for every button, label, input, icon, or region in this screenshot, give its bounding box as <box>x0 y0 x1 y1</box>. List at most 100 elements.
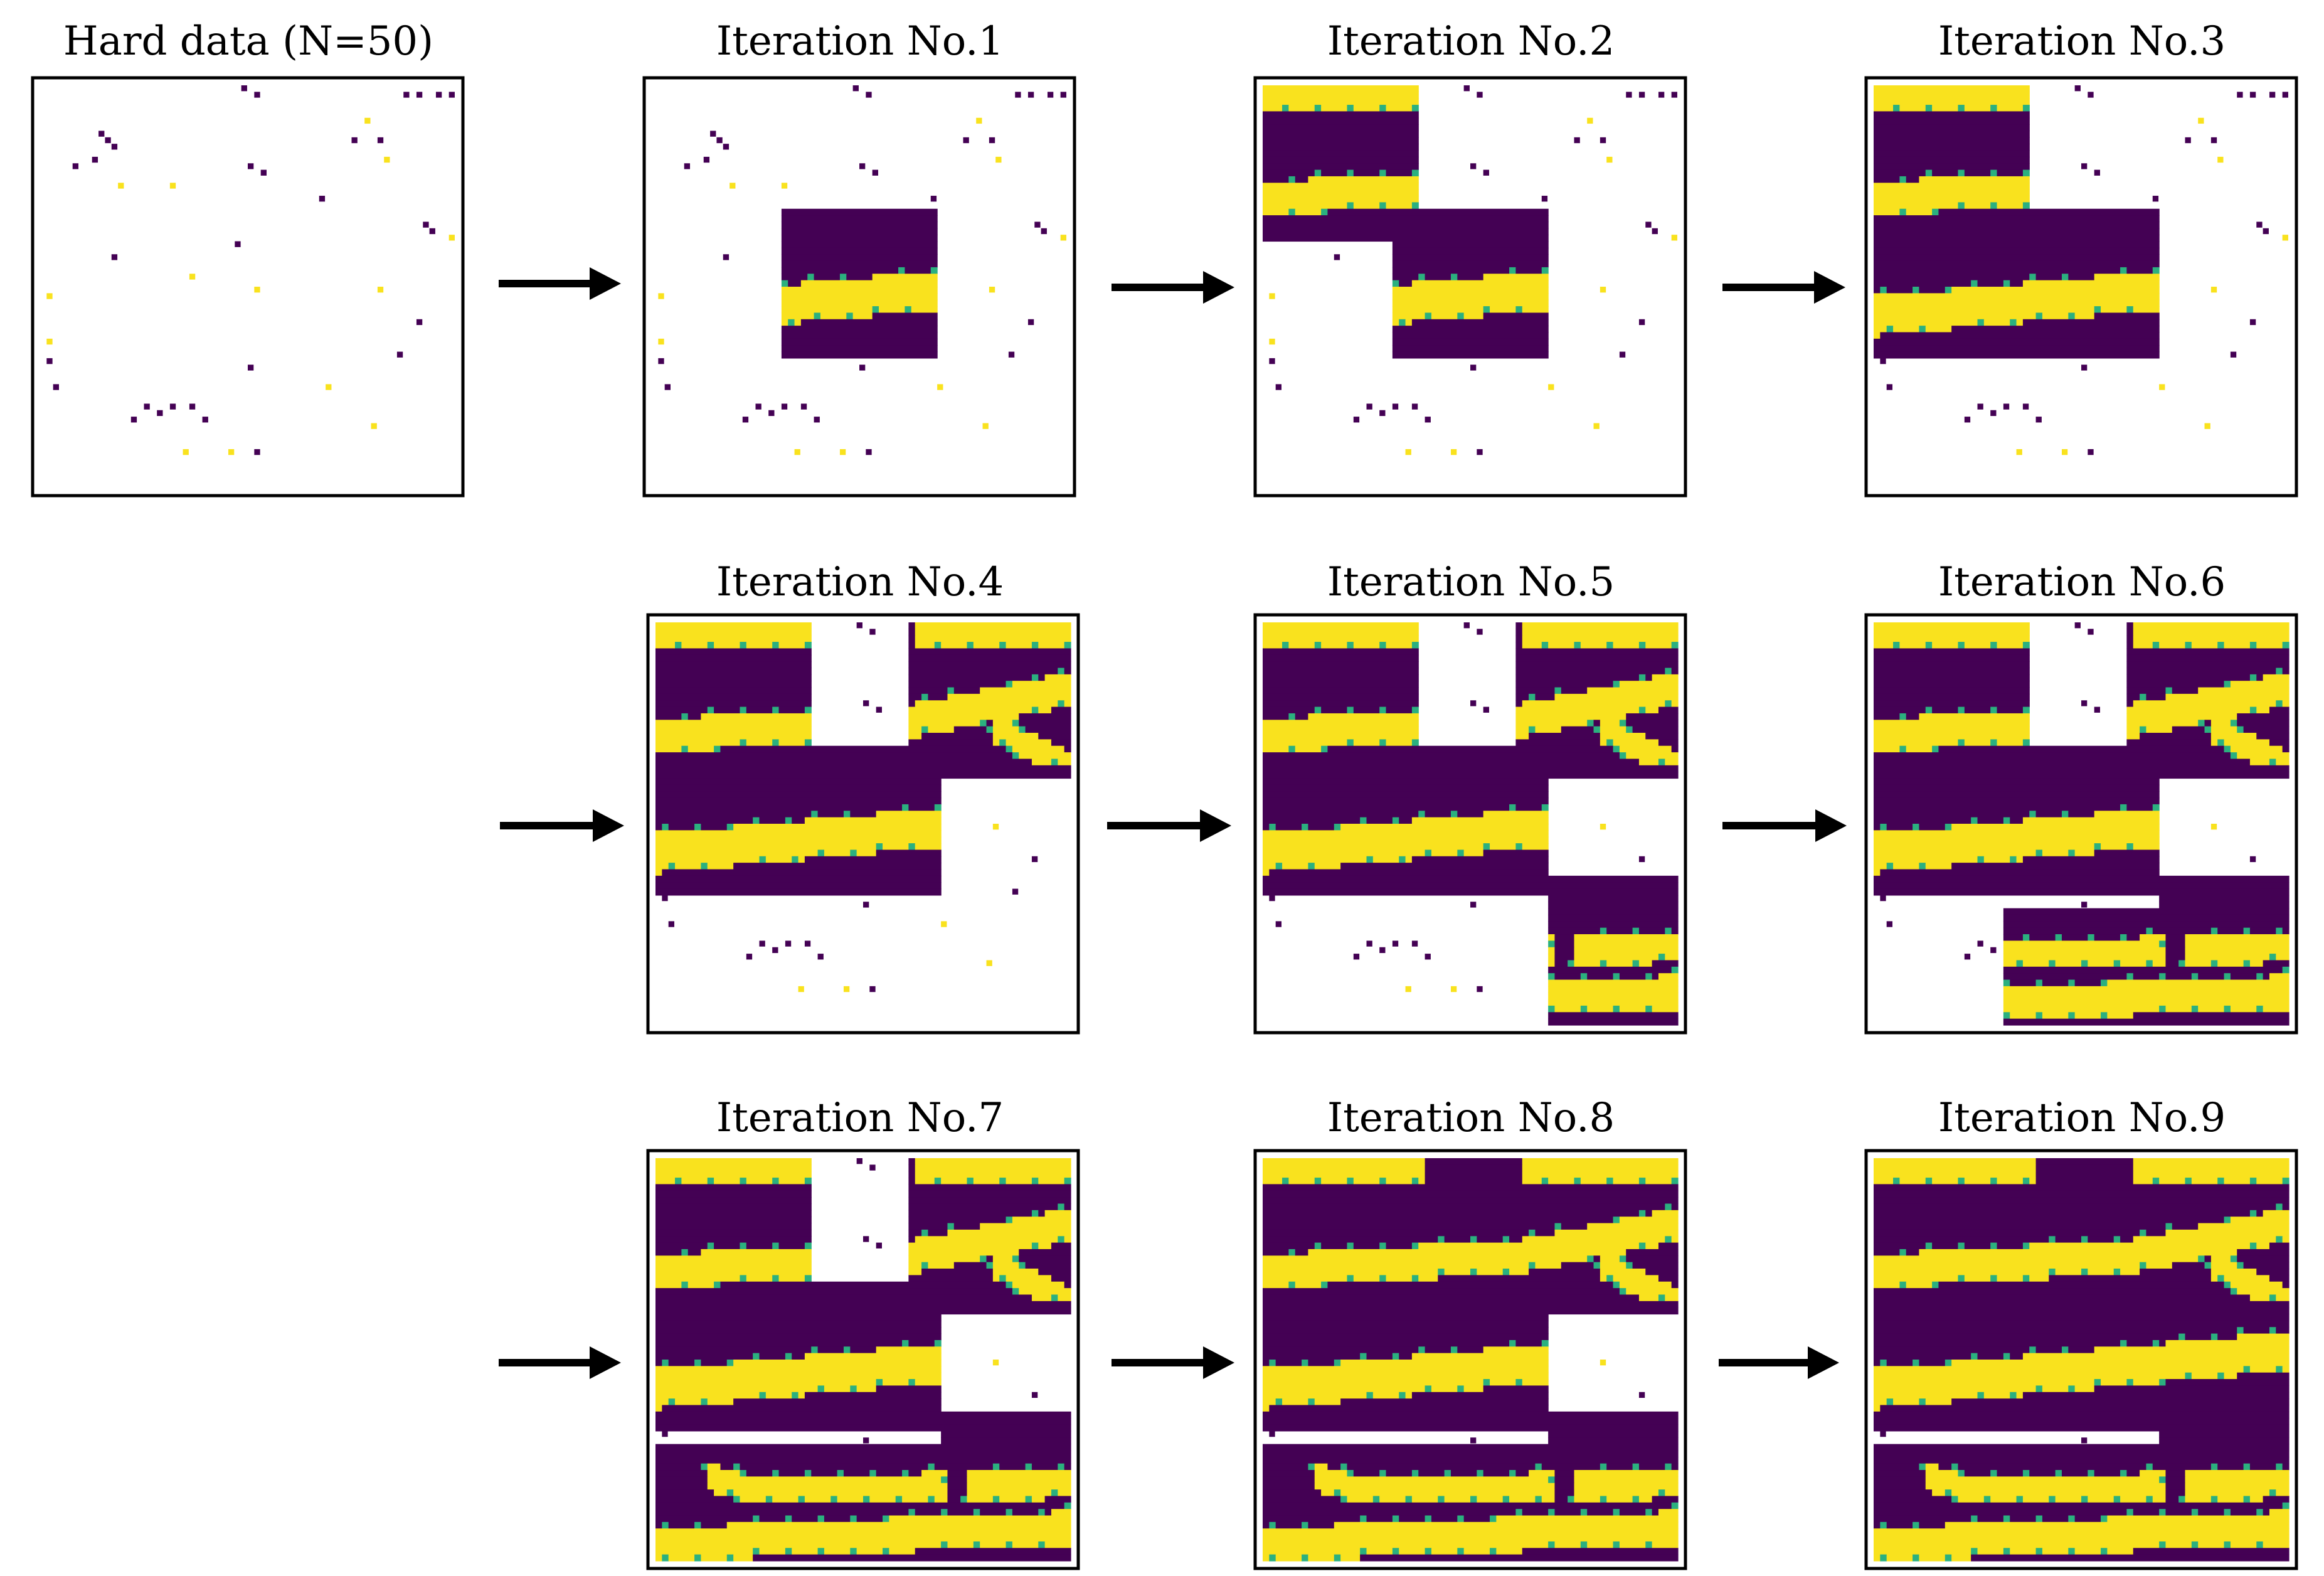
field-run <box>1340 1398 1549 1406</box>
arrow-2 <box>1112 271 1234 304</box>
field-run <box>2120 1496 2147 1503</box>
field-run <box>662 1360 669 1366</box>
field-run <box>1983 1392 2010 1399</box>
field-run <box>2204 720 2212 727</box>
field-run <box>2003 1548 2010 1555</box>
field-run <box>655 726 812 733</box>
field-run <box>1874 1275 1959 1282</box>
field-run <box>2263 960 2290 967</box>
hard-data-points <box>46 85 455 455</box>
field-run <box>908 642 916 649</box>
field-run <box>1012 1541 1039 1548</box>
field-run <box>720 1463 734 1471</box>
field-run <box>1874 1554 1881 1562</box>
field-run <box>1919 287 1946 294</box>
field-run <box>1874 267 2121 274</box>
field-run <box>934 1463 994 1471</box>
field-run <box>2146 1262 2173 1269</box>
field-run <box>655 1372 942 1380</box>
field-run <box>2022 934 2030 941</box>
field-run <box>2003 966 2283 974</box>
field-run <box>655 830 942 838</box>
field-run <box>2061 274 2069 281</box>
field-run <box>2010 1353 2024 1360</box>
field-run <box>2282 1236 2290 1243</box>
field-run <box>1340 863 1549 870</box>
hard-data-point <box>869 629 876 635</box>
hard-data-points <box>662 622 1038 993</box>
field-run <box>947 1470 968 1477</box>
hard-data-point <box>869 986 876 993</box>
field-run <box>1263 1353 1361 1360</box>
field-run <box>1392 338 1549 346</box>
field-run <box>856 849 877 857</box>
field-run <box>905 267 931 274</box>
field-run <box>1411 105 1419 112</box>
field-run <box>655 1392 760 1399</box>
field-run <box>781 221 938 229</box>
hard-data-point <box>1638 319 1645 326</box>
field-run <box>2049 960 2056 967</box>
field-run <box>804 1353 942 1360</box>
field-run <box>2022 319 2160 326</box>
field-run <box>687 745 714 753</box>
field-run <box>1945 1554 1952 1562</box>
field-run <box>908 726 922 733</box>
field-run <box>1613 1281 1620 1289</box>
field-run <box>1658 1242 1679 1250</box>
field-run <box>2185 1333 2212 1341</box>
field-run <box>2029 811 2037 818</box>
field-run <box>1919 176 2030 183</box>
field-run <box>2198 1509 2225 1516</box>
field-run <box>1360 1548 1367 1555</box>
field-run <box>2249 1463 2276 1471</box>
field-run <box>740 642 747 649</box>
field-run <box>1263 706 1315 714</box>
field-run <box>1005 1178 1032 1185</box>
field-run <box>1587 1005 1614 1013</box>
hard-data-point <box>859 365 866 371</box>
field-run <box>1874 312 2037 320</box>
field-run <box>1671 1502 1679 1509</box>
field-run <box>1606 1178 1614 1185</box>
hard-data-point <box>800 403 807 410</box>
field-run <box>1874 635 2030 642</box>
field-run <box>1263 1339 1510 1347</box>
field-run <box>1308 1398 1315 1406</box>
field-run <box>1665 1463 1672 1471</box>
field-run <box>2133 700 2276 708</box>
hard-data-point <box>2081 902 2088 908</box>
field-run <box>1515 693 1529 701</box>
field-run <box>992 1496 1000 1503</box>
field-run <box>2061 811 2069 818</box>
simulated-field <box>1263 85 1549 359</box>
field-run <box>707 642 714 649</box>
hard-data-point <box>1269 293 1275 299</box>
field-run <box>1580 973 1588 981</box>
field-run <box>2133 642 2153 649</box>
field-run <box>655 843 877 851</box>
field-run <box>1874 1411 2290 1419</box>
field-run <box>2172 687 2199 695</box>
field-run <box>921 1470 948 1477</box>
field-run <box>876 1385 942 1393</box>
field-run <box>1515 668 1665 675</box>
field-run <box>1613 681 1620 688</box>
field-run <box>1431 849 1458 857</box>
field-run <box>2198 1255 2205 1263</box>
field-run <box>1425 1164 1523 1172</box>
field-run <box>759 1548 786 1555</box>
field-run <box>765 1496 773 1503</box>
field-run <box>2055 1269 2082 1275</box>
hard-data-point <box>794 449 800 455</box>
field-run <box>1535 726 1562 733</box>
field-run <box>1450 1470 1477 1477</box>
field-run <box>2276 1327 2290 1334</box>
field-run <box>2159 973 2167 981</box>
hard-data-point <box>169 403 176 410</box>
field-run <box>1263 661 1419 669</box>
field-run <box>781 299 938 307</box>
field-run <box>2049 1236 2056 1243</box>
field-run <box>1515 267 1542 274</box>
field-run <box>1925 1398 1952 1406</box>
